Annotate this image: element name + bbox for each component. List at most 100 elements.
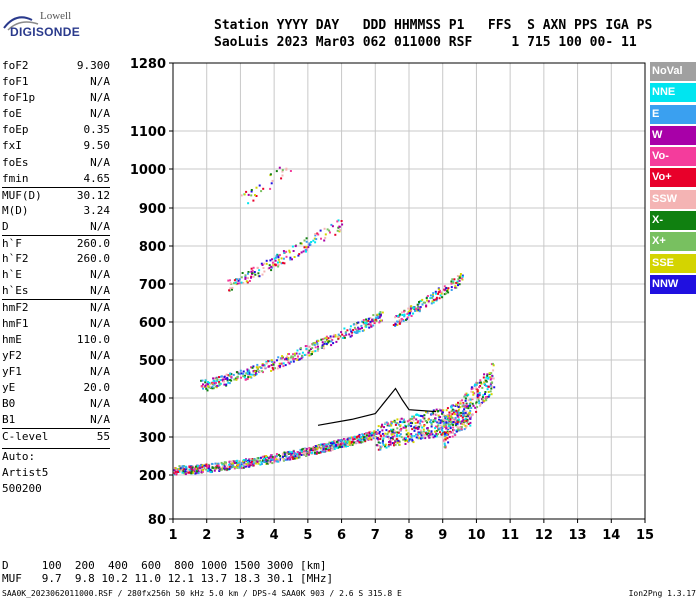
echo-point xyxy=(277,264,280,267)
echo-point xyxy=(299,347,302,350)
echo-point xyxy=(407,424,410,427)
echo-point xyxy=(236,459,239,462)
echo-point xyxy=(356,322,359,325)
echo-point xyxy=(390,430,393,433)
echo-point xyxy=(176,468,179,471)
echo-point xyxy=(461,405,464,408)
echo-point xyxy=(462,419,465,422)
echo-point xyxy=(377,441,380,444)
echo-point xyxy=(388,430,391,433)
echo-point xyxy=(263,270,266,273)
echo-point xyxy=(244,277,247,280)
echo-point xyxy=(451,431,454,434)
header-labels: Station YYYY DAY DDD HHMMSS P1 FFS S AXN… xyxy=(214,18,653,33)
echo-point xyxy=(292,450,295,453)
echo-point xyxy=(270,364,273,367)
echo-point xyxy=(418,302,421,305)
echo-point xyxy=(362,436,365,439)
echo-point xyxy=(397,431,400,434)
scaled-trace-line xyxy=(317,387,437,426)
echo-point xyxy=(469,424,472,427)
echo-point xyxy=(342,337,345,339)
echo-point xyxy=(223,461,226,464)
echo-point xyxy=(229,287,232,290)
y-tick-label: 200 xyxy=(139,469,166,484)
echo-point xyxy=(381,423,384,426)
echo-point xyxy=(347,441,350,444)
echo-point xyxy=(477,398,480,401)
echo-point xyxy=(464,412,467,415)
param-value: N/A xyxy=(90,396,110,410)
echo-point xyxy=(397,423,400,426)
echo-point xyxy=(391,442,394,445)
echo-point xyxy=(237,279,240,282)
echo-point xyxy=(451,416,453,419)
echo-point xyxy=(470,390,473,393)
echo-point xyxy=(179,468,182,471)
echo-point xyxy=(255,186,258,189)
echo-point xyxy=(452,429,455,431)
echo-point xyxy=(280,262,283,265)
echo-point xyxy=(215,377,218,380)
echo-point xyxy=(305,345,308,347)
echo-point xyxy=(387,431,390,434)
echo-point xyxy=(445,415,447,418)
echo-point xyxy=(352,438,355,441)
echo-point xyxy=(289,258,292,261)
echo-point xyxy=(314,241,317,244)
echo-point xyxy=(207,385,210,388)
echo-point xyxy=(271,360,274,363)
echo-point xyxy=(412,419,415,422)
echo-point xyxy=(407,423,410,426)
echo-point xyxy=(462,402,465,405)
echo-point xyxy=(308,447,311,449)
echo-point xyxy=(400,417,403,420)
legend-item: SSE xyxy=(650,253,696,273)
echo-point xyxy=(465,392,468,395)
echo-point xyxy=(269,460,272,463)
echo-point xyxy=(235,371,238,374)
echo-point xyxy=(223,464,226,467)
param-row: hmE 110.0 xyxy=(2,332,110,348)
echo-point xyxy=(451,435,454,438)
echo-point xyxy=(422,430,425,433)
echo-point xyxy=(195,467,198,470)
echo-point xyxy=(256,460,259,463)
echo-point xyxy=(441,411,444,414)
echo-point xyxy=(490,372,493,375)
echo-point xyxy=(454,419,457,422)
echo-point xyxy=(278,254,281,257)
echo-point xyxy=(290,451,293,454)
echo-point xyxy=(357,327,360,330)
param-row: B1 N/A xyxy=(2,412,110,428)
echo-point xyxy=(277,261,279,264)
echo-point xyxy=(440,433,443,436)
echo-point xyxy=(419,419,422,422)
echo-point xyxy=(298,358,301,361)
echo-point xyxy=(411,422,414,425)
echo-point xyxy=(403,421,406,424)
echo-point xyxy=(218,470,221,472)
echo-point xyxy=(385,429,388,432)
echo-point xyxy=(366,432,369,435)
echo-point xyxy=(452,408,454,411)
echo-point xyxy=(443,421,446,424)
param-value: 55 xyxy=(96,430,110,444)
echo-point xyxy=(361,438,364,441)
echo-point xyxy=(329,335,332,338)
echo-point xyxy=(392,432,395,435)
echo-point xyxy=(238,372,241,375)
echo-point xyxy=(426,295,429,297)
echo-point xyxy=(479,381,482,384)
echo-point xyxy=(344,332,347,335)
echo-point xyxy=(463,419,466,422)
echo-point xyxy=(314,346,317,349)
param-name: B1 xyxy=(2,413,16,427)
echo-point xyxy=(289,256,292,259)
echo-point xyxy=(309,448,312,451)
echo-point xyxy=(464,393,467,396)
echo-point xyxy=(460,426,463,429)
echo-point xyxy=(197,469,200,472)
echo-point xyxy=(462,422,465,425)
echo-point xyxy=(478,392,481,394)
